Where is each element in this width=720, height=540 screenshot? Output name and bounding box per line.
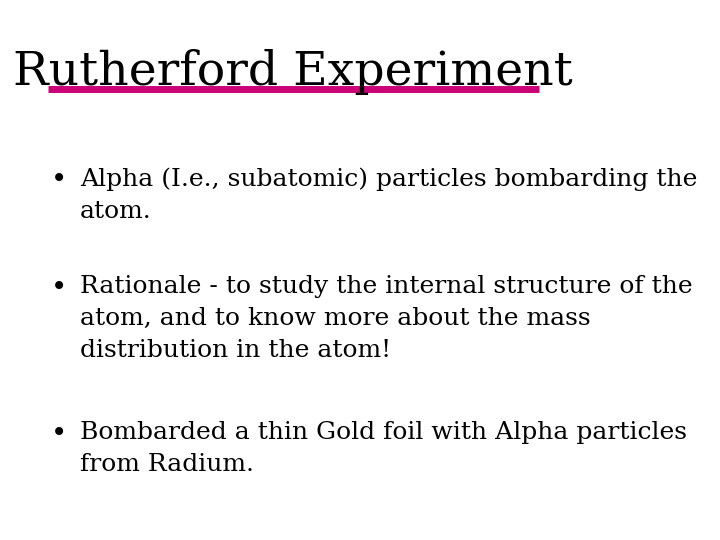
Text: Rutherford Experiment: Rutherford Experiment (13, 49, 573, 94)
Text: •: • (51, 275, 68, 302)
Text: •: • (51, 421, 68, 448)
Text: Rationale - to study the internal structure of the
atom, and to know more about : Rationale - to study the internal struct… (80, 275, 693, 362)
Text: Bombarded a thin Gold foil with Alpha particles
from Radium.: Bombarded a thin Gold foil with Alpha pa… (80, 421, 687, 476)
Text: •: • (51, 167, 68, 194)
Text: Alpha (I.e., subatomic) particles bombarding the
atom.: Alpha (I.e., subatomic) particles bombar… (80, 167, 697, 223)
